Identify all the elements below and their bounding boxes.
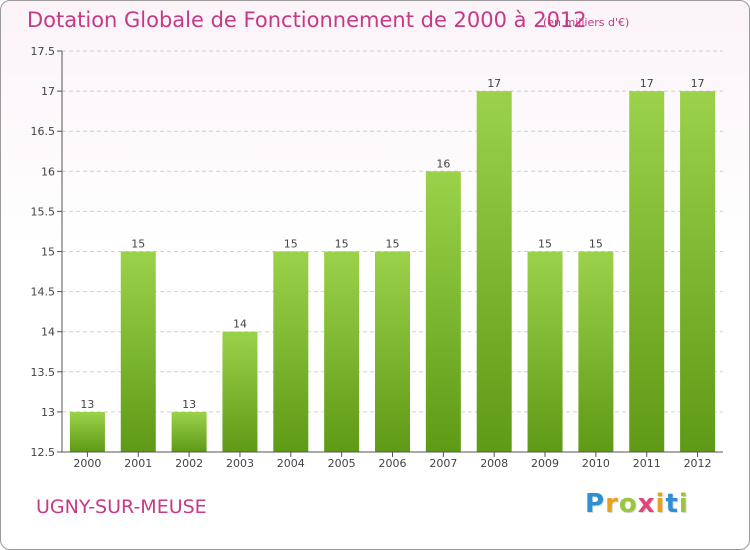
x-tick-label: 2004 (277, 457, 305, 470)
y-tick-label: 15 (41, 246, 55, 259)
bar (273, 251, 309, 452)
bar-value-label: 15 (386, 238, 400, 251)
y-tick-label: 13 (41, 406, 55, 419)
bar (324, 251, 360, 452)
bar (171, 411, 207, 452)
brand-letter: i (655, 489, 666, 519)
y-tick-label: 14 (41, 326, 55, 339)
y-tick-label: 15.5 (31, 205, 56, 218)
bar-value-label: 15 (589, 238, 603, 251)
proxiti-logo: Proxiti (585, 489, 689, 519)
y-tick-label: 17.5 (31, 45, 56, 58)
x-tick-label: 2006 (379, 457, 407, 470)
bar (222, 331, 258, 452)
brand-letter: r (605, 489, 619, 519)
brand-letter: t (665, 489, 679, 519)
bar-value-label: 13 (182, 398, 196, 411)
brand-letter: x (637, 489, 656, 519)
bar-value-label: 13 (80, 398, 94, 411)
bar-value-label: 17 (640, 77, 654, 90)
bar (629, 91, 665, 452)
x-tick-label: 2001 (124, 457, 152, 470)
y-tick-label: 14.5 (31, 286, 56, 299)
bars (69, 91, 716, 453)
bar-value-label: 15 (131, 238, 145, 251)
x-tick-label: 2011 (633, 457, 661, 470)
bar-value-label: 15 (538, 238, 552, 251)
labels: 12.5 13 13.5 14 14.5 15 15.5 16 16.5 17 17.5 13 2000… (31, 45, 712, 470)
chart-title: Dotation Globale de Fonctionnement de 20… (27, 8, 587, 32)
bar-value-label: 15 (335, 238, 349, 251)
bar-value-label: 14 (233, 318, 247, 331)
bar (69, 411, 105, 452)
bar-value-label: 15 (284, 238, 298, 251)
brand-letter: P (585, 489, 606, 519)
y-tick-label: 13.5 (31, 366, 56, 379)
brand-letter: o (618, 489, 638, 519)
commune-name: UGNY-SUR-MEUSE (36, 496, 207, 518)
bar (476, 91, 512, 452)
bar-value-label: 16 (436, 157, 450, 170)
axes (57, 50, 723, 457)
y-tick-label: 12.5 (31, 446, 56, 459)
chart-subtitle: (en milliers d'€) (543, 16, 630, 29)
x-tick-label: 2005 (328, 457, 356, 470)
bar (578, 251, 614, 452)
x-tick-label: 2000 (73, 457, 101, 470)
bar-value-label: 17 (691, 77, 705, 90)
bar (527, 251, 563, 452)
x-tick-label: 2009 (531, 457, 559, 470)
x-tick-label: 2010 (582, 457, 610, 470)
y-tick-label: 17 (41, 85, 55, 98)
x-tick-label: 2002 (175, 457, 203, 470)
bar (680, 91, 716, 452)
bar-value-label: 17 (487, 77, 501, 90)
bar (120, 251, 156, 452)
x-tick-label: 2012 (684, 457, 712, 470)
bar (425, 171, 461, 453)
y-tick-label: 16 (41, 165, 55, 178)
x-tick-label: 2008 (480, 457, 508, 470)
bar (375, 251, 410, 452)
x-tick-label: 2003 (226, 457, 254, 470)
brand-letter: i (678, 489, 689, 519)
x-tick-label: 2007 (429, 457, 457, 470)
y-tick-label: 16.5 (31, 125, 56, 138)
